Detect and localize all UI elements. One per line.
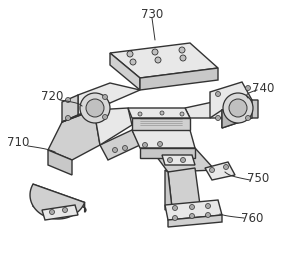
Circle shape: [113, 147, 117, 153]
Polygon shape: [165, 170, 172, 210]
Polygon shape: [48, 110, 100, 160]
Circle shape: [190, 214, 194, 218]
Circle shape: [181, 157, 185, 163]
Polygon shape: [94, 108, 132, 145]
Text: 750: 750: [247, 172, 269, 185]
Circle shape: [206, 204, 210, 208]
Circle shape: [130, 59, 136, 65]
Circle shape: [179, 47, 185, 53]
Text: 720: 720: [41, 91, 63, 104]
Circle shape: [66, 115, 70, 121]
Circle shape: [103, 115, 107, 120]
Circle shape: [66, 98, 70, 102]
Circle shape: [160, 111, 164, 115]
Polygon shape: [128, 108, 190, 118]
Polygon shape: [30, 184, 85, 219]
Polygon shape: [78, 83, 140, 115]
Polygon shape: [62, 103, 110, 122]
Circle shape: [127, 51, 133, 57]
Circle shape: [63, 208, 67, 212]
Polygon shape: [205, 162, 235, 180]
Circle shape: [206, 212, 210, 218]
Circle shape: [216, 92, 221, 96]
Text: 740: 740: [252, 82, 274, 95]
Circle shape: [216, 115, 221, 121]
Circle shape: [246, 115, 250, 121]
Polygon shape: [222, 100, 258, 128]
Polygon shape: [132, 118, 190, 130]
Circle shape: [80, 93, 110, 123]
Circle shape: [86, 99, 104, 117]
Circle shape: [49, 209, 54, 215]
Circle shape: [224, 164, 228, 169]
Polygon shape: [33, 184, 86, 212]
Polygon shape: [168, 168, 200, 208]
Circle shape: [172, 205, 178, 211]
Polygon shape: [62, 95, 78, 122]
Polygon shape: [185, 100, 228, 118]
Text: 730: 730: [141, 8, 163, 21]
Polygon shape: [148, 145, 215, 172]
Circle shape: [180, 112, 184, 116]
Polygon shape: [165, 200, 222, 220]
Circle shape: [246, 85, 250, 91]
Circle shape: [223, 93, 253, 123]
Polygon shape: [132, 130, 195, 148]
Polygon shape: [140, 148, 195, 158]
Circle shape: [155, 57, 161, 63]
Circle shape: [152, 49, 158, 55]
Circle shape: [103, 95, 107, 99]
Polygon shape: [110, 53, 140, 90]
Polygon shape: [140, 68, 218, 90]
Polygon shape: [42, 205, 78, 220]
Circle shape: [167, 157, 172, 163]
Polygon shape: [162, 155, 195, 165]
Circle shape: [209, 167, 215, 173]
Circle shape: [229, 99, 247, 117]
Circle shape: [157, 141, 163, 147]
Polygon shape: [222, 100, 252, 128]
Polygon shape: [168, 215, 222, 227]
Circle shape: [142, 143, 147, 147]
Polygon shape: [48, 150, 72, 175]
Circle shape: [138, 112, 142, 116]
Text: 760: 760: [241, 211, 263, 224]
Circle shape: [180, 55, 186, 61]
Circle shape: [172, 215, 178, 221]
Circle shape: [190, 205, 194, 209]
Polygon shape: [110, 43, 218, 78]
Text: 710: 710: [7, 137, 29, 150]
Polygon shape: [210, 82, 252, 118]
Polygon shape: [100, 130, 140, 160]
Circle shape: [123, 146, 128, 150]
